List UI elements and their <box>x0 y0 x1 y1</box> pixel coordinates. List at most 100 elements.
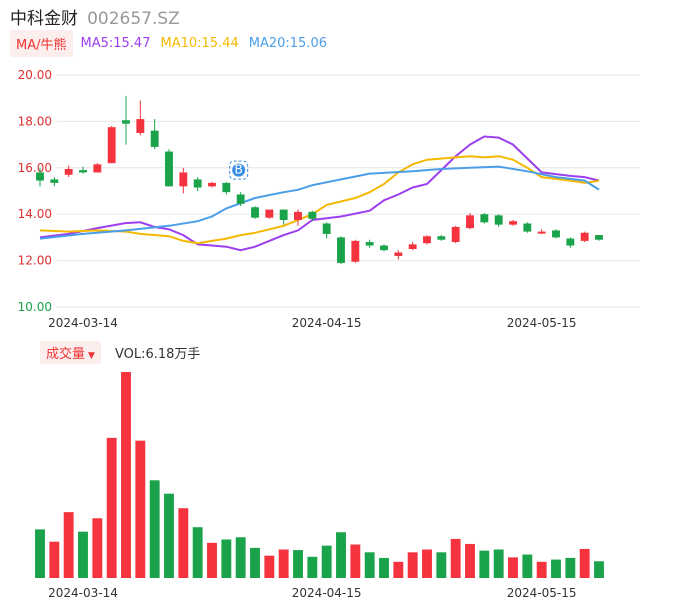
volume-bar <box>493 549 504 578</box>
ma-legend: MA/牛熊 MA5:15.47 MA10:15.44 MA20:15.06 <box>10 29 337 57</box>
volume-bar <box>293 550 303 578</box>
ma20-legend: MA20:15.06 <box>248 35 327 51</box>
candle-down <box>322 223 331 234</box>
candle-down <box>523 223 532 232</box>
stock-header: 中科金财 002657.SZ <box>10 4 180 29</box>
candle-down <box>552 230 560 238</box>
y-tick-label: 10.00 <box>18 300 52 314</box>
volume-bar <box>551 559 561 578</box>
candle-up <box>408 244 417 249</box>
ma10-legend: MA10:15.44 <box>160 35 239 51</box>
volume-bar <box>436 552 447 578</box>
volume-bar <box>565 557 576 578</box>
volume-bar <box>250 547 260 578</box>
candle-up <box>208 182 216 187</box>
volume-bar <box>465 543 475 578</box>
candle-up <box>537 231 546 234</box>
volume-bar <box>336 532 346 578</box>
y-tick-label: 12.00 <box>18 254 52 268</box>
y-tick-label: 20.00 <box>18 68 52 82</box>
buy-marker-label: B <box>235 163 243 177</box>
volume-bar <box>321 545 332 578</box>
volume-bar <box>393 561 404 578</box>
volume-bar <box>422 549 432 578</box>
volume-bar <box>450 538 461 578</box>
volume-bar <box>407 552 418 578</box>
candle-down <box>365 242 374 246</box>
y-tick-label: 16.00 <box>18 161 52 175</box>
x-tick-label: 2024-03-14 <box>48 316 118 330</box>
candle-down <box>122 120 130 124</box>
x-tick-label: 2024-04-15 <box>292 316 362 330</box>
stock-name: 中科金财 <box>10 9 78 29</box>
candle-up <box>351 240 360 262</box>
volume-bar <box>278 549 289 578</box>
candle-down <box>480 214 489 223</box>
ma-bull-bear-button[interactable]: MA/牛熊 <box>10 29 73 57</box>
volume-bar <box>149 480 160 578</box>
candle-down <box>236 194 245 204</box>
volume-bar <box>221 539 232 578</box>
volume-bar <box>350 544 361 578</box>
volume-bar <box>49 541 60 578</box>
candle-up <box>451 226 460 243</box>
candle-down <box>251 207 259 218</box>
candle-down <box>308 211 317 219</box>
stock-code: 002657.SZ <box>87 9 180 29</box>
volume-bar <box>135 440 146 578</box>
candle-up <box>136 119 145 133</box>
volume-bar <box>307 556 318 578</box>
volume-value: VOL:6.18万手 <box>114 346 201 362</box>
volume-bar <box>106 437 117 578</box>
candle-up <box>294 211 302 220</box>
volume-bar <box>178 508 189 578</box>
candle-down <box>79 170 87 173</box>
volume-bar <box>379 557 389 578</box>
volume-indicator-dropdown[interactable]: 成交量 ▼ <box>40 340 101 364</box>
candle-down <box>566 238 575 246</box>
volume-x-tick-label: 2024-04-15 <box>292 586 362 600</box>
volume-x-tick-label: 2024-05-15 <box>507 586 577 600</box>
candle-down <box>36 172 44 181</box>
candle-up <box>93 164 102 173</box>
volume-bar <box>121 372 131 578</box>
volume-bar <box>92 518 103 578</box>
volume-legend: 成交量 ▼ VOL:6.18万手 <box>40 340 201 364</box>
candle-down <box>193 179 202 188</box>
volume-indicator-label: 成交量 <box>46 346 86 362</box>
candle-up <box>423 236 431 244</box>
buy-marker-icon <box>232 163 246 177</box>
volume-bar <box>264 555 275 578</box>
candle-up <box>580 232 589 241</box>
candle-up <box>394 252 403 256</box>
candle-down <box>380 245 388 251</box>
volume-bar <box>164 493 174 578</box>
ma5-legend: MA5:15.47 <box>80 35 151 51</box>
candle-down <box>595 235 603 240</box>
volume-bar <box>35 529 45 578</box>
y-tick-label: 18.00 <box>18 114 52 128</box>
candle-down <box>337 237 345 263</box>
buy-marker-frame <box>229 160 249 180</box>
candle-down <box>437 236 446 240</box>
volume-bar <box>479 550 490 578</box>
candle-up <box>466 215 474 229</box>
candle-up <box>107 127 116 164</box>
volume-bar <box>594 561 604 578</box>
volume-bar <box>192 527 203 578</box>
candle-down <box>50 179 59 183</box>
y-tick-label: 14.00 <box>18 207 52 221</box>
caret-down-icon: ▼ <box>88 350 95 361</box>
candle-down <box>279 209 288 220</box>
volume-bar <box>508 557 518 578</box>
candle-up <box>509 221 517 225</box>
candle-up <box>64 168 73 175</box>
volume-bar <box>364 552 375 578</box>
volume-bar <box>579 548 590 578</box>
volume-bar <box>235 537 246 578</box>
candle-up <box>265 209 274 218</box>
candle-up <box>179 172 188 187</box>
ma5-line <box>39 135 600 252</box>
candle-down <box>494 215 503 225</box>
